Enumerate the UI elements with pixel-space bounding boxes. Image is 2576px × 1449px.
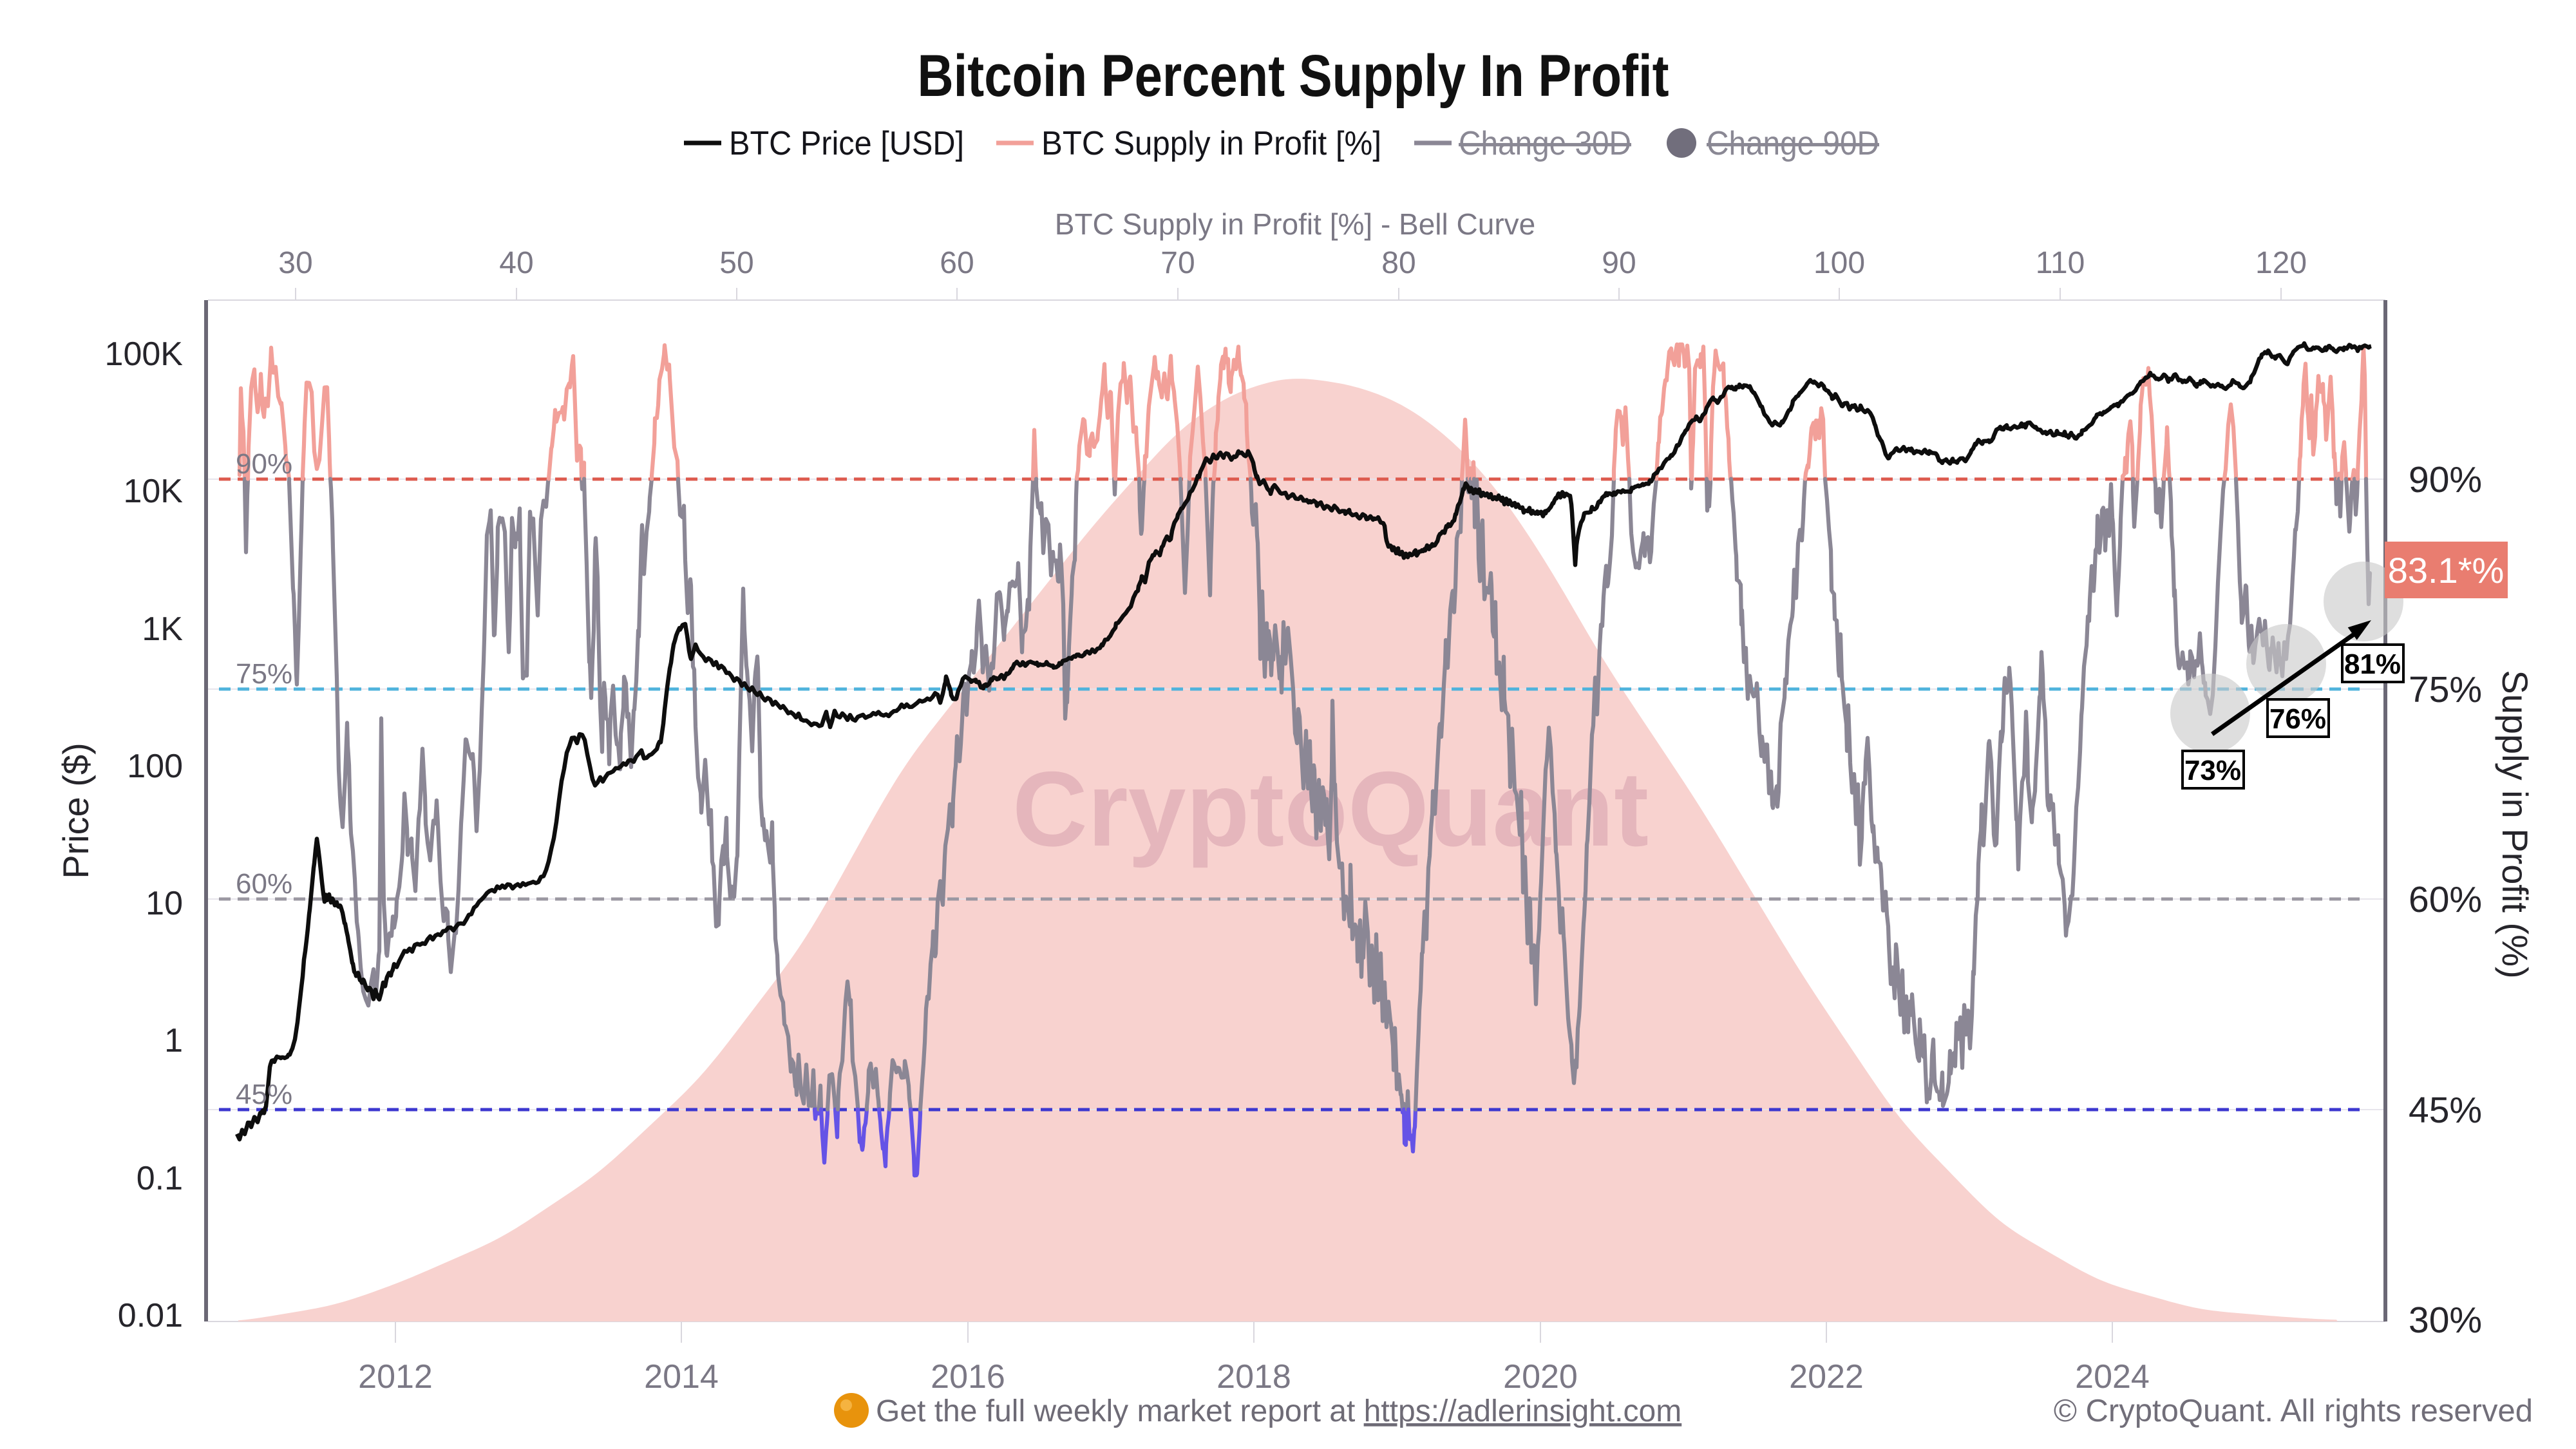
svg-text:30: 30: [278, 246, 312, 280]
svg-text:60%: 60%: [236, 868, 292, 900]
svg-text:BTC Price [USD]: BTC Price [USD]: [729, 125, 964, 162]
svg-text:90: 90: [1602, 246, 1636, 280]
svg-text:60: 60: [940, 246, 974, 280]
svg-text:Change 30D: Change 30D: [1459, 125, 1631, 162]
svg-text:2024: 2024: [2075, 1358, 2150, 1396]
svg-text:1K: 1K: [142, 611, 183, 648]
svg-text:Supply in Profit (%): Supply in Profit (%): [2495, 670, 2535, 978]
svg-text:BTC Supply in Profit [%]: BTC Supply in Profit [%]: [1041, 125, 1381, 162]
svg-text:2020: 2020: [1503, 1358, 1578, 1396]
svg-text:0.1: 0.1: [137, 1160, 183, 1197]
svg-text:100K: 100K: [105, 336, 184, 373]
svg-text:100: 100: [127, 748, 183, 785]
svg-text:81%: 81%: [2344, 649, 2401, 680]
svg-text:10: 10: [146, 885, 183, 922]
svg-text:45%: 45%: [2409, 1090, 2482, 1131]
svg-text:2012: 2012: [358, 1358, 433, 1396]
svg-text:80: 80: [1381, 246, 1416, 280]
svg-text:Get the full weekly market rep: Get the full weekly market report at htt…: [876, 1394, 1681, 1428]
svg-text:75%: 75%: [2409, 669, 2482, 710]
svg-text:2016: 2016: [931, 1358, 1005, 1396]
svg-text:90%: 90%: [236, 448, 292, 480]
svg-text:1: 1: [164, 1022, 183, 1059]
svg-text:60%: 60%: [2409, 879, 2482, 920]
svg-text:2022: 2022: [1789, 1358, 1864, 1396]
svg-text:100: 100: [1814, 246, 1865, 280]
svg-text:110: 110: [2036, 246, 2085, 280]
svg-text:© CryptoQuant. All rights rese: © CryptoQuant. All rights reserved: [2054, 1394, 2533, 1428]
svg-text:70: 70: [1160, 246, 1195, 280]
svg-text:2018: 2018: [1217, 1358, 1291, 1396]
svg-text:40: 40: [499, 246, 533, 280]
svg-text:30%: 30%: [2409, 1300, 2482, 1341]
svg-text:Change 90D: Change 90D: [1707, 125, 1879, 162]
svg-text:2014: 2014: [644, 1358, 719, 1396]
svg-text:90%: 90%: [2409, 459, 2482, 500]
svg-text:Price ($): Price ($): [55, 743, 96, 879]
svg-text:83.1*%: 83.1*%: [2388, 550, 2505, 591]
svg-text:0.01: 0.01: [118, 1297, 183, 1334]
svg-text:BTC Supply in Profit [%] - Bel: BTC Supply in Profit [%] - Bell Curve: [1055, 207, 1535, 241]
svg-text:50: 50: [719, 246, 753, 280]
svg-text:76%: 76%: [2269, 703, 2326, 735]
svg-text:120: 120: [2255, 246, 2307, 280]
svg-text:45%: 45%: [236, 1079, 292, 1110]
svg-text:75%: 75%: [236, 658, 292, 690]
svg-text:73%: 73%: [2184, 755, 2241, 786]
svg-text:Bitcoin Percent Supply In Prof: Bitcoin Percent Supply In Profit: [918, 43, 1669, 109]
svg-text:10K: 10K: [123, 473, 183, 510]
